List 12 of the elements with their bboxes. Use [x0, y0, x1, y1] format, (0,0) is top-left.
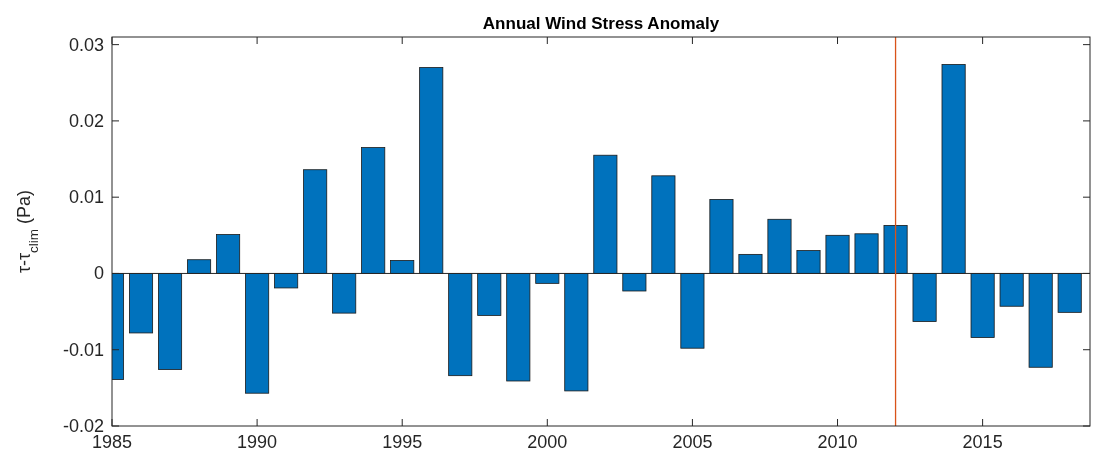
x-tick-label: 1990	[237, 432, 278, 452]
y-tick-label: 0.02	[68, 110, 104, 131]
x-tick-label: 2005	[672, 432, 713, 452]
x-tick-label: 2000	[527, 432, 568, 452]
x-tick-label: 2010	[817, 432, 858, 452]
x-tick-label: 2015	[962, 432, 1003, 452]
y-tick-label: 0.01	[68, 187, 104, 208]
y-tick-label: -0.01	[62, 339, 104, 360]
y-tick-label: 0	[93, 263, 104, 284]
x-tick-label: 1995	[382, 432, 423, 452]
chart-title: Annual Wind Stress Anomaly	[482, 14, 720, 33]
y-tick-label: 0.03	[68, 34, 104, 55]
